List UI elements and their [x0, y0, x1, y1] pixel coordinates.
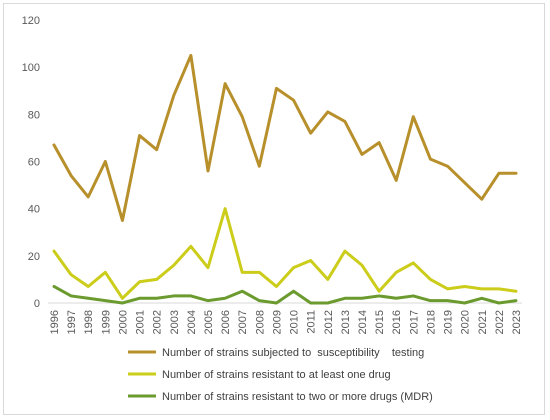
- x-tick-label: 2023: [511, 310, 523, 334]
- x-tick-label: 1996: [49, 310, 61, 334]
- x-axis: 1996 1997 1998 1999 2000 2001 2002 2003 2004 2005…: [48, 302, 523, 334]
- x-tick-label: 2000: [117, 310, 129, 334]
- x-tick-label: 2015: [374, 310, 386, 334]
- y-tick-label: 120: [22, 15, 40, 27]
- x-tick-label: 2019: [443, 310, 455, 334]
- x-tick-label: 1999: [100, 310, 112, 334]
- x-tick-label: 2005: [203, 310, 215, 334]
- y-axis: 0 20 40 60 80 100 120: [22, 15, 40, 310]
- x-tick-label: 2016: [391, 310, 403, 334]
- x-tick-label: 2009: [271, 310, 283, 334]
- x-tick-label: 2012: [323, 310, 335, 334]
- x-tick-label: 2014: [357, 310, 369, 334]
- x-tick-label: 2018: [425, 310, 437, 334]
- x-tick-label: 2020: [460, 310, 472, 334]
- legend-label-2: Number of strains resistant to at least …: [162, 369, 391, 381]
- x-tick-label: 2007: [237, 310, 249, 334]
- legend-label-3: Number of strains resistant to two or mo…: [162, 391, 433, 403]
- x-tick-label: 2017: [408, 310, 420, 334]
- x-tick-label: 2002: [152, 310, 164, 334]
- y-tick-label: 20: [28, 251, 40, 263]
- x-tick-label: 2021: [477, 310, 489, 334]
- series-group: [52, 53, 518, 305]
- x-tick-label: 2013: [340, 310, 352, 334]
- legend-label-1: Number of strains subjected to susceptib…: [162, 347, 424, 359]
- x-tick-label: 2011: [306, 310, 318, 334]
- x-tick-label: 2004: [186, 310, 198, 334]
- x-tick-label: 1998: [83, 310, 95, 334]
- x-tick-label: 2022: [494, 310, 506, 334]
- y-tick-label: 80: [28, 109, 40, 121]
- x-tick-label: 2001: [135, 310, 147, 334]
- x-tick-label: 2008: [254, 310, 266, 334]
- y-tick-label: 100: [22, 62, 40, 74]
- x-tick-label: 2006: [220, 310, 232, 334]
- series-line-1: [52, 53, 518, 222]
- y-tick-label: 0: [34, 298, 40, 310]
- series-line-2: [52, 207, 518, 300]
- series-line-3: [52, 284, 518, 305]
- y-tick-label: 40: [28, 204, 40, 216]
- chart-area: [3, 3, 545, 415]
- x-tick-label: 1997: [66, 310, 78, 334]
- x-tick-label: 2003: [169, 310, 181, 334]
- legend: Number of strains subjected to susceptib…: [128, 347, 433, 403]
- x-tick-label: 2010: [289, 310, 301, 334]
- y-tick-label: 60: [28, 157, 40, 169]
